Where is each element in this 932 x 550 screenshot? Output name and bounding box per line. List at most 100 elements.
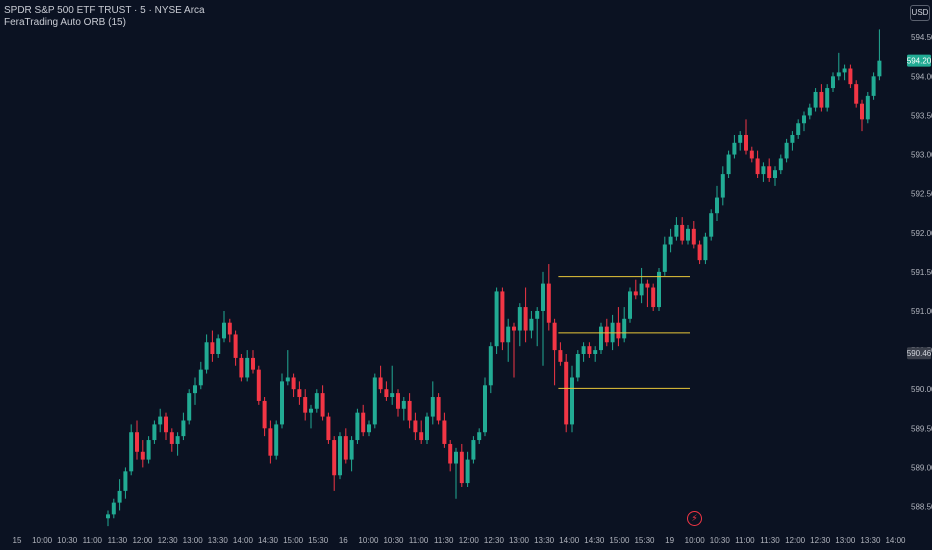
candle[interactable] <box>668 228 673 253</box>
candle[interactable] <box>529 310 534 339</box>
candle[interactable] <box>129 424 134 476</box>
candle[interactable] <box>738 131 743 151</box>
candle[interactable] <box>239 354 244 382</box>
candle[interactable] <box>622 307 627 343</box>
candle[interactable] <box>251 350 255 374</box>
candle[interactable] <box>285 350 290 386</box>
candle[interactable] <box>558 342 563 366</box>
candle[interactable] <box>413 412 418 441</box>
candle[interactable] <box>338 432 342 480</box>
candle[interactable] <box>245 350 250 382</box>
candle[interactable] <box>552 318 557 386</box>
candle[interactable] <box>761 162 766 182</box>
candle[interactable] <box>500 287 505 351</box>
candle[interactable] <box>303 389 308 421</box>
candle[interactable] <box>216 334 221 358</box>
candle[interactable] <box>674 217 679 241</box>
candle[interactable] <box>343 428 348 464</box>
candle[interactable] <box>616 307 621 347</box>
candle[interactable] <box>778 154 783 175</box>
candle[interactable] <box>825 84 830 112</box>
candle[interactable] <box>407 393 412 429</box>
candle[interactable] <box>848 64 853 89</box>
candle[interactable] <box>709 209 714 241</box>
time-axis[interactable]: 15 10:00 10:30 11:00 11:30 12:00 12:30 13:00 13:… <box>13 536 907 545</box>
candle[interactable] <box>367 420 371 437</box>
candle[interactable] <box>686 224 690 245</box>
candle[interactable] <box>865 91 870 124</box>
candle[interactable] <box>233 330 238 366</box>
candle[interactable] <box>326 412 331 444</box>
candle[interactable] <box>430 381 435 425</box>
candle[interactable] <box>477 428 482 444</box>
candle[interactable] <box>744 119 748 155</box>
candle[interactable] <box>465 451 470 487</box>
candle[interactable] <box>436 393 441 425</box>
candle[interactable] <box>645 279 650 308</box>
indicator-title[interactable]: FeraTrading Auto ORB (15) <box>4 17 126 28</box>
candle[interactable] <box>280 373 284 429</box>
candle[interactable] <box>256 365 261 405</box>
candle[interactable] <box>517 303 522 347</box>
candle[interactable] <box>454 447 458 499</box>
candle[interactable] <box>262 397 267 437</box>
candle[interactable] <box>842 64 847 81</box>
candle[interactable] <box>860 99 864 132</box>
candle[interactable] <box>836 52 841 81</box>
candle[interactable] <box>703 232 708 265</box>
candle[interactable] <box>222 310 226 343</box>
candle[interactable] <box>628 287 632 323</box>
candle[interactable] <box>390 365 395 405</box>
candle[interactable] <box>871 72 876 100</box>
candle[interactable] <box>268 420 273 464</box>
lightning-icon[interactable]: ⚡︎ <box>687 511 702 526</box>
candle[interactable] <box>512 322 516 378</box>
candle[interactable] <box>819 84 824 112</box>
candle[interactable] <box>535 307 540 347</box>
candle[interactable] <box>633 279 638 300</box>
candle[interactable] <box>831 72 835 92</box>
candle[interactable] <box>662 236 667 276</box>
candle[interactable] <box>581 342 586 362</box>
candle[interactable] <box>732 134 737 159</box>
candle[interactable] <box>187 389 192 425</box>
candle[interactable] <box>773 166 777 186</box>
candle[interactable] <box>715 185 719 222</box>
candle[interactable] <box>523 287 528 343</box>
candle[interactable] <box>332 436 337 491</box>
candle[interactable] <box>158 408 163 433</box>
candle[interactable] <box>459 443 464 487</box>
candle[interactable] <box>488 342 493 394</box>
candle[interactable] <box>726 150 731 179</box>
candle[interactable] <box>111 498 116 519</box>
candle[interactable] <box>227 318 232 343</box>
candle[interactable] <box>494 287 499 355</box>
currency-button[interactable]: USD <box>910 5 930 21</box>
candle[interactable] <box>564 354 569 433</box>
candle[interactable] <box>291 373 296 398</box>
candle[interactable] <box>210 330 215 362</box>
candle[interactable] <box>570 365 574 433</box>
candle[interactable] <box>320 385 325 421</box>
candle[interactable] <box>697 240 702 265</box>
candle[interactable] <box>546 264 551 331</box>
candle[interactable] <box>506 318 511 362</box>
candle[interactable] <box>361 404 366 437</box>
candle[interactable] <box>657 267 661 311</box>
candle[interactable] <box>309 404 313 429</box>
candle[interactable] <box>169 428 174 452</box>
candle[interactable] <box>349 436 354 472</box>
candle[interactable] <box>599 322 603 355</box>
candle[interactable] <box>152 420 157 444</box>
candle[interactable] <box>140 440 145 468</box>
candle[interactable] <box>790 131 795 151</box>
candle[interactable] <box>146 436 151 464</box>
candle[interactable] <box>854 80 859 108</box>
candle[interactable] <box>396 389 400 417</box>
candle[interactable] <box>123 467 128 499</box>
candle[interactable] <box>691 221 696 249</box>
candle[interactable] <box>274 420 279 460</box>
candle[interactable] <box>587 342 592 358</box>
candle[interactable] <box>541 271 545 366</box>
